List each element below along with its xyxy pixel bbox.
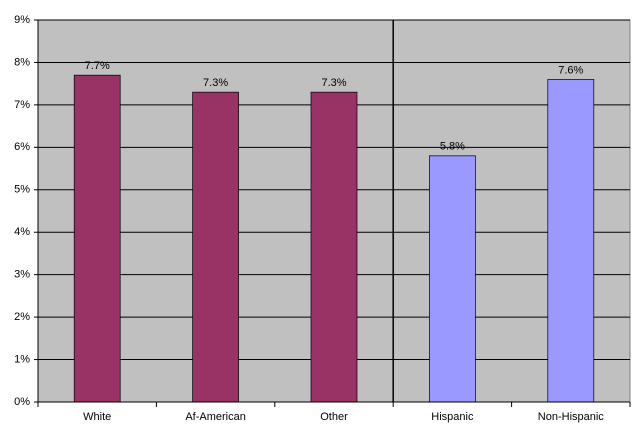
y-tick-label: 9% — [14, 14, 30, 26]
x-tick-label: White — [83, 411, 111, 423]
bar — [310, 91, 358, 403]
x-tick-label: Non-Hispanic — [538, 411, 605, 423]
data-label: 7.3% — [321, 77, 346, 89]
x-tick-label: Af-American — [185, 411, 246, 423]
data-label: 7.3% — [203, 77, 228, 89]
bar — [547, 79, 595, 403]
bar — [429, 155, 476, 403]
y-tick-label: 4% — [14, 226, 30, 238]
y-tick-label: 6% — [14, 141, 30, 153]
x-tick-label: Other — [320, 411, 348, 423]
bar — [73, 74, 121, 403]
y-tick-label: 1% — [14, 353, 30, 365]
y-tick-label: 8% — [14, 56, 30, 68]
data-label: 7.6% — [558, 64, 583, 76]
y-tick-label: 7% — [14, 99, 30, 111]
bar — [192, 91, 239, 403]
data-label: 5.8% — [440, 141, 465, 153]
x-tick-label: Hispanic — [431, 411, 474, 423]
y-tick-label: 2% — [14, 311, 30, 323]
data-label: 7.7% — [85, 60, 110, 72]
y-tick-label: 5% — [14, 184, 30, 196]
y-tick-label: 0% — [14, 396, 30, 408]
y-tick-label: 3% — [14, 269, 30, 281]
